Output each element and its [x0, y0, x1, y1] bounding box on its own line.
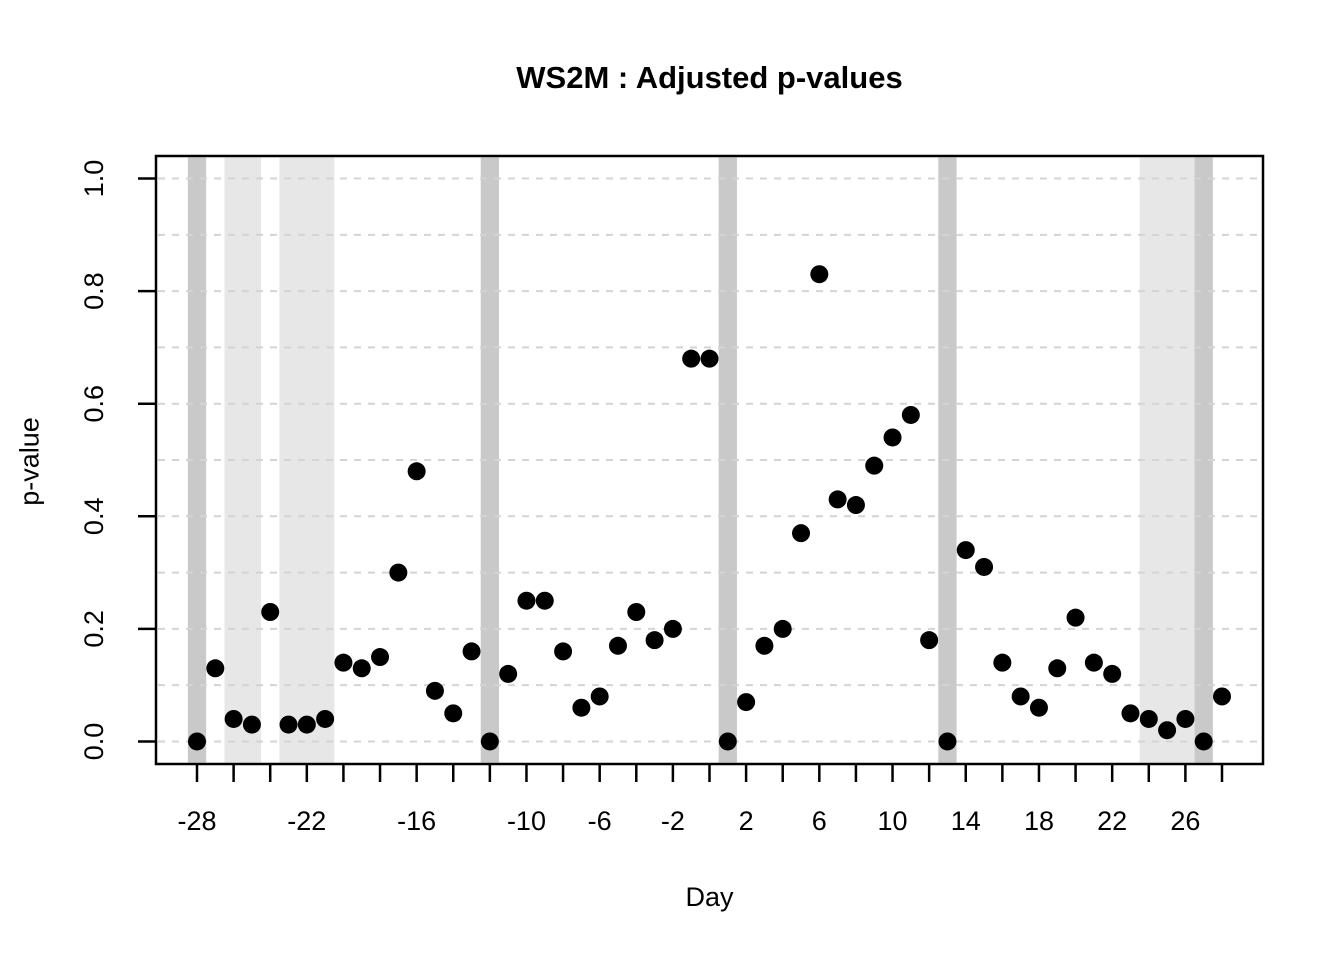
- data-point: [773, 619, 792, 638]
- x-tick-label: 10: [878, 806, 908, 836]
- data-point: [316, 709, 335, 728]
- y-tick-label: 0.4: [79, 498, 109, 536]
- data-point: [846, 496, 865, 515]
- x-tick-label: -28: [177, 806, 216, 836]
- x-tick-label: -16: [397, 806, 436, 836]
- x-tick-label: 18: [1024, 806, 1054, 836]
- x-tick-label: -22: [287, 806, 326, 836]
- data-point: [1194, 732, 1213, 751]
- data-point: [279, 715, 298, 734]
- data-point: [334, 653, 353, 672]
- data-point: [261, 603, 280, 621]
- data-point: [792, 524, 811, 543]
- x-axis-label: Day: [685, 882, 734, 912]
- data-point: [1029, 698, 1048, 717]
- y-tick-label: 0.8: [79, 272, 109, 310]
- data-point: [480, 732, 499, 751]
- data-point: [682, 349, 701, 368]
- data-point: [700, 349, 719, 368]
- highlight-band: [187, 157, 207, 763]
- x-tick-label: -6: [588, 806, 612, 836]
- data-point: [663, 619, 682, 638]
- data-point: [901, 405, 920, 424]
- data-point: [718, 732, 737, 751]
- data-point: [206, 659, 225, 678]
- data-point: [1213, 687, 1231, 706]
- data-point: [1121, 704, 1140, 723]
- x-tick-label: 14: [951, 806, 981, 836]
- data-point: [517, 591, 536, 610]
- data-point: [938, 732, 957, 751]
- data-point: [1103, 664, 1122, 683]
- x-tick-label: 22: [1097, 806, 1127, 836]
- x-tick-label: -2: [661, 806, 685, 836]
- data-point: [371, 648, 390, 667]
- data-point: [737, 693, 756, 712]
- data-point: [1011, 687, 1030, 706]
- y-tick-label: 0.6: [79, 385, 109, 423]
- highlight-band: [480, 157, 500, 763]
- data-point: [956, 541, 975, 560]
- data-point: [975, 557, 994, 576]
- data-point: [535, 591, 554, 610]
- data-point: [389, 563, 408, 582]
- data-point: [755, 636, 774, 655]
- y-tick-label: 1.0: [79, 160, 109, 198]
- data-point: [242, 715, 261, 734]
- plot-border: [154, 154, 1265, 766]
- x-tick-label: -10: [507, 806, 546, 836]
- data-point: [810, 265, 829, 284]
- data-point: [993, 653, 1012, 672]
- data-point: [188, 732, 206, 751]
- data-point: [224, 709, 243, 728]
- highlight-band: [718, 157, 737, 763]
- data-point: [1158, 721, 1177, 740]
- data-point: [1048, 659, 1067, 678]
- data-point: [499, 664, 518, 683]
- data-point: [1139, 709, 1158, 728]
- data-point: [608, 636, 627, 655]
- data-point: [1066, 608, 1085, 627]
- data-point: [1176, 709, 1195, 728]
- data-point: [883, 428, 902, 447]
- data-point: [1084, 653, 1103, 672]
- x-tick-label: 26: [1170, 806, 1200, 836]
- data-point: [297, 715, 316, 734]
- data-point: [462, 642, 481, 661]
- data-point: [627, 603, 646, 621]
- data-point: [352, 659, 371, 678]
- data-point: [572, 698, 591, 717]
- data-point: [645, 631, 664, 650]
- chart-title: WS2M : Adjusted p-values: [516, 60, 903, 95]
- data-point: [425, 681, 444, 700]
- x-tick-label: 2: [739, 806, 754, 836]
- data-point: [554, 642, 573, 661]
- data-point: [865, 456, 884, 475]
- data-point: [590, 687, 609, 706]
- y-tick-label: 0.0: [79, 723, 109, 761]
- data-point: [828, 490, 847, 509]
- y-axis-label: p-value: [14, 417, 45, 506]
- x-tick-label: 6: [812, 806, 827, 836]
- y-tick-label: 0.2: [79, 610, 109, 648]
- data-point: [407, 462, 426, 481]
- highlight-band: [1194, 157, 1213, 763]
- data-point: [444, 704, 463, 723]
- data-point: [920, 631, 939, 650]
